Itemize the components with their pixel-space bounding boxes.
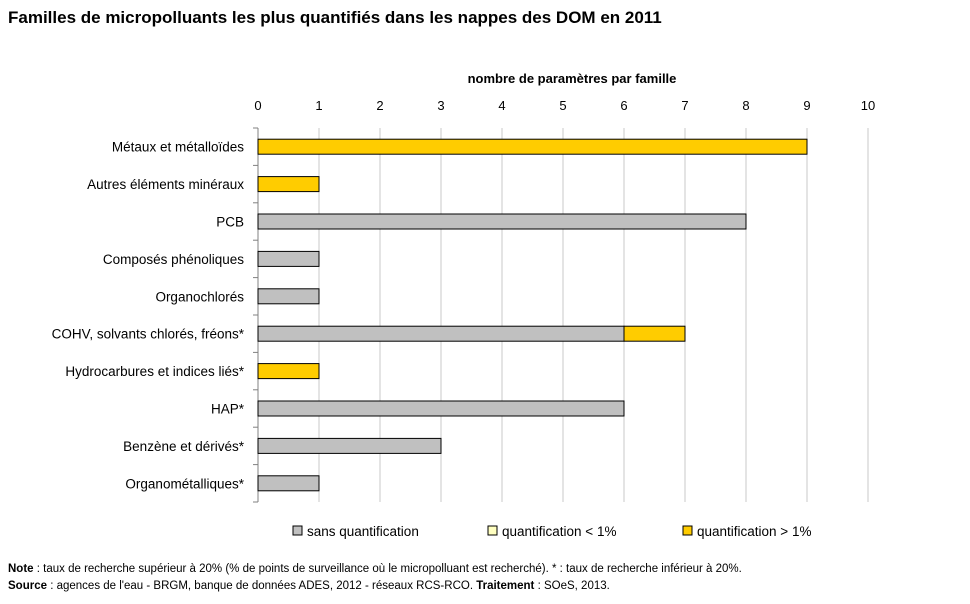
- traitement-label: Traitement: [476, 580, 535, 592]
- bar: [257, 250, 320, 267]
- bar: [257, 138, 808, 155]
- x-tick-label: 3: [437, 98, 444, 113]
- category-label: Métaux et métalloïdes: [112, 140, 244, 155]
- note-line: Note : taux de recherche supérieur à 20%…: [8, 563, 742, 575]
- bar: [257, 437, 442, 454]
- bar: [257, 288, 320, 305]
- bar: [257, 363, 320, 380]
- bar: [257, 400, 625, 417]
- x-axis-title: nombre de paramètres par famille: [468, 71, 677, 86]
- category-label: HAP*: [211, 402, 245, 417]
- legend-swatch: [682, 525, 693, 536]
- legend-swatch: [487, 525, 498, 536]
- x-tick-label: 7: [681, 98, 688, 113]
- note-text: : taux de recherche supérieur à 20% (% d…: [33, 563, 742, 575]
- x-tick-label: 0: [254, 98, 261, 113]
- legend-swatch: [292, 525, 303, 536]
- source-label: Source: [8, 580, 47, 592]
- bar: [257, 176, 320, 193]
- category-label: Hydrocarbures et indices liés*: [65, 364, 244, 379]
- x-tick-label: 9: [803, 98, 810, 113]
- source-text: : agences de l'eau - BRGM, banque de don…: [47, 580, 477, 592]
- bar: [257, 213, 747, 230]
- legend-label: sans quantification: [307, 524, 419, 539]
- note-label: Note: [8, 563, 34, 575]
- x-tick-label: 1: [315, 98, 322, 113]
- category-label: Organométalliques*: [125, 476, 244, 491]
- category-label: Organochlorés: [155, 289, 244, 304]
- x-tick-label: 10: [861, 98, 875, 113]
- chart-title: Familles de micropolluants les plus quan…: [8, 8, 662, 27]
- x-tick-label: 8: [742, 98, 749, 113]
- x-tick-label: 4: [498, 98, 505, 113]
- legend-label: quantification > 1%: [697, 524, 811, 539]
- category-label: Composés phénoliques: [103, 252, 244, 267]
- bar: [623, 325, 686, 342]
- bar: [257, 475, 320, 492]
- x-tick-label: 5: [559, 98, 566, 113]
- bar: [257, 325, 625, 342]
- x-tick-label: 6: [620, 98, 627, 113]
- category-label: PCB: [216, 215, 244, 230]
- category-label: Benzène et dérivés*: [123, 439, 245, 454]
- source-line: Source : agences de l'eau - BRGM, banque…: [8, 580, 610, 592]
- traitement-text: : SOeS, 2013.: [534, 580, 610, 592]
- category-label: Autres éléments minéraux: [87, 177, 244, 192]
- x-tick-label: 2: [376, 98, 383, 113]
- category-label: COHV, solvants chlorés, fréons*: [52, 327, 245, 342]
- legend-label: quantification < 1%: [502, 524, 616, 539]
